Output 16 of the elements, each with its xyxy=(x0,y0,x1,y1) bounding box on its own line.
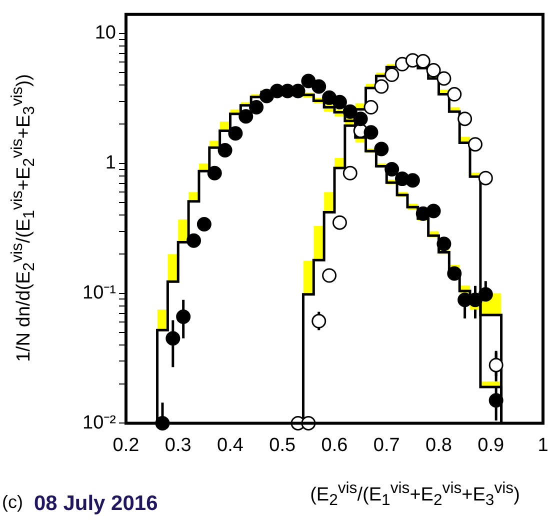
text: (E$_{2}$$^{vis}$/(E$_{1}$$^{vis}$+E$_{2}$$^{vis}$+E$_{3}$$^{vis}$) xyxy=(310,480,520,510)
text: (c) xyxy=(2,492,23,513)
y-tick-label: 10⁻² xyxy=(82,412,116,434)
y-tick-label: 1 xyxy=(105,152,116,174)
text: 08 July 2016 xyxy=(34,492,158,516)
x-tick-label: 0.4 xyxy=(217,434,244,456)
y-tick-label: 10⁻¹ xyxy=(82,282,116,304)
x-tick-label: 0.5 xyxy=(269,434,296,456)
x-tick-label: 1 xyxy=(538,434,548,456)
x-tick-label: 0.9 xyxy=(478,434,504,456)
x-tick-label: 0.3 xyxy=(164,434,192,456)
x-tick-label: 0.6 xyxy=(321,434,348,456)
x-tick-label: 0.2 xyxy=(112,434,140,456)
x-tick-label: 0.8 xyxy=(426,434,452,456)
x-tick-label: 0.7 xyxy=(373,434,400,456)
y-tick-label: 10 xyxy=(94,22,116,44)
